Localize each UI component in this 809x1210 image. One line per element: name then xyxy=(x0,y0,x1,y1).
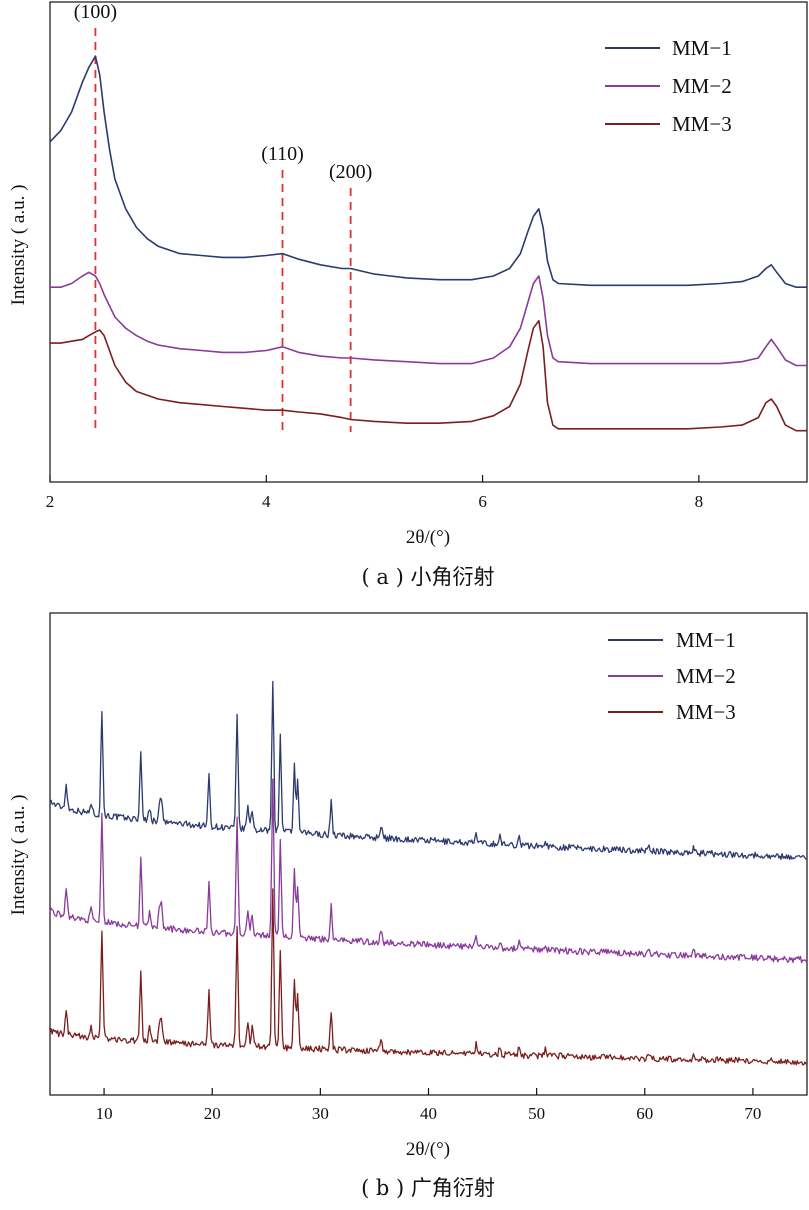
legend-label: MM−3 xyxy=(676,700,736,724)
x-tick-label: 6 xyxy=(478,492,487,511)
reflection-label: (100) xyxy=(74,1,117,23)
series-line xyxy=(49,778,808,964)
panel-a-small-angle: 2 4 6 8 (100) (110) (200) MM−1 MM−2 MM−3 Intens… xyxy=(8,1,808,589)
legend-label: MM−1 xyxy=(672,36,732,60)
panel-a-reflection-lines xyxy=(94,28,352,432)
panel-b-caption: ( b ) 广角衍射 xyxy=(361,1176,495,1200)
series-line xyxy=(49,55,807,288)
x-tick-label: 50 xyxy=(528,1104,545,1123)
panel-b-y-label: Intensity ( a.u. ) xyxy=(8,795,29,916)
series-line xyxy=(50,319,807,432)
x-tick-label: 8 xyxy=(695,492,704,511)
legend-label: MM−2 xyxy=(676,664,736,688)
panel-b-x-label: 2θ/(°) xyxy=(406,1139,450,1160)
panel-b-series xyxy=(49,680,808,1066)
series-line xyxy=(49,888,808,1066)
reflection-label: (110) xyxy=(261,143,304,165)
panel-a-x-ticks: 2 4 6 8 xyxy=(46,475,703,511)
x-tick-label: 70 xyxy=(744,1104,761,1123)
panel-a-annotations: (100) (110) (200) xyxy=(74,1,373,183)
panel-b-x-ticks: 10 20 30 40 50 60 70 xyxy=(96,1088,761,1123)
legend-label: MM−1 xyxy=(676,628,736,652)
x-tick-label: 30 xyxy=(312,1104,329,1123)
series-line xyxy=(50,271,807,367)
panel-a-legend: MM−1 MM−2 MM−3 xyxy=(605,36,732,136)
panel-a-series xyxy=(49,55,807,432)
legend-label: MM−2 xyxy=(672,74,732,98)
panel-a-y-label: Intensity ( a.u. ) xyxy=(8,185,29,306)
reflection-label: (200) xyxy=(329,161,372,183)
panel-b-legend: MM−1 MM−2 MM−3 xyxy=(608,628,736,724)
x-tick-label: 4 xyxy=(262,492,271,511)
x-tick-label: 20 xyxy=(204,1104,221,1123)
x-tick-label: 10 xyxy=(96,1104,113,1123)
x-tick-label: 2 xyxy=(46,492,55,511)
panel-a-x-label: 2θ/(°) xyxy=(406,527,450,548)
x-tick-label: 60 xyxy=(636,1104,653,1123)
legend-label: MM−3 xyxy=(672,112,732,136)
panel-a-frame xyxy=(49,1,808,483)
panel-b-wide-angle: 10 20 30 40 50 60 70 MM−1 MM−2 MM−3 Intensity ( … xyxy=(8,612,808,1200)
panel-a-caption: ( a ) 小角衍射 xyxy=(362,565,495,589)
x-tick-label: 40 xyxy=(420,1104,437,1123)
series-line xyxy=(49,680,808,861)
